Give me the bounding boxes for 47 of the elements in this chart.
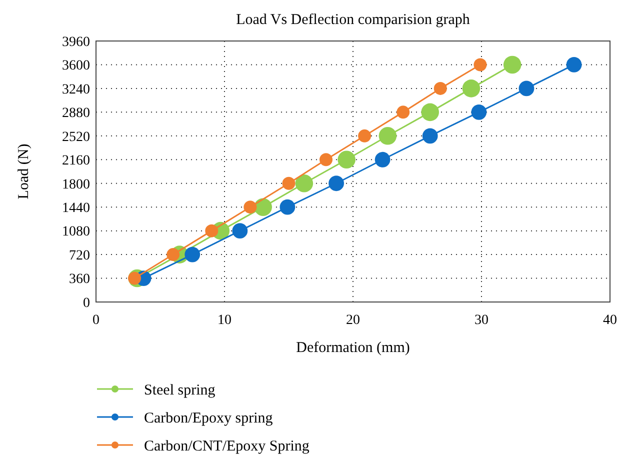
point: [471, 104, 487, 120]
point: [282, 176, 296, 190]
y-tick-label: 3600: [62, 58, 90, 74]
legend-label: Carbon/Epoxy spring: [144, 410, 274, 426]
point: [474, 58, 487, 72]
point: [358, 129, 372, 142]
y-axis-title: Load (N): [16, 144, 32, 200]
x-tick-label: 40: [603, 313, 617, 328]
point: [320, 153, 333, 166]
x-tick-label: 0: [92, 313, 100, 328]
x-tick-label: 10: [218, 313, 232, 328]
y-tick-label: 1440: [62, 200, 90, 216]
point: [503, 56, 522, 74]
legend-label: Steel spring: [144, 382, 216, 398]
y-tick-label: 720: [69, 248, 90, 264]
point: [422, 128, 438, 144]
point: [396, 106, 410, 119]
point: [374, 152, 390, 168]
point: [295, 174, 314, 192]
y-tick-label: 1080: [62, 224, 90, 240]
point: [462, 80, 480, 98]
point: [566, 57, 582, 72]
point: [434, 82, 447, 95]
y-tick-label: 1800: [62, 177, 90, 192]
point: [518, 80, 534, 96]
point: [232, 223, 248, 239]
chart-title: Load Vs Deflection comparision graph: [236, 12, 470, 28]
x-tick-label: 20: [346, 313, 360, 328]
x-axis-title: Deformation (mm): [296, 340, 410, 356]
y-tick-label: 0: [83, 296, 90, 311]
point: [280, 199, 296, 215]
x-tick-label: 30: [474, 313, 488, 328]
point: [166, 248, 180, 262]
point: [338, 150, 356, 169]
y-tick-label: 2520: [62, 130, 90, 145]
point: [205, 224, 218, 238]
y-tick-label: 2880: [62, 106, 90, 122]
y-tick-label: 2160: [62, 154, 90, 169]
y-tick-label: 360: [69, 272, 90, 288]
point: [328, 176, 344, 192]
y-tick-label: 3240: [62, 82, 90, 98]
point: [184, 246, 200, 262]
legend-label: Carbon/CNT/Epoxy Spring: [144, 438, 310, 454]
point: [378, 127, 397, 145]
point: [421, 103, 439, 122]
y-tick-label: 3960: [62, 34, 90, 50]
point: [244, 200, 257, 214]
